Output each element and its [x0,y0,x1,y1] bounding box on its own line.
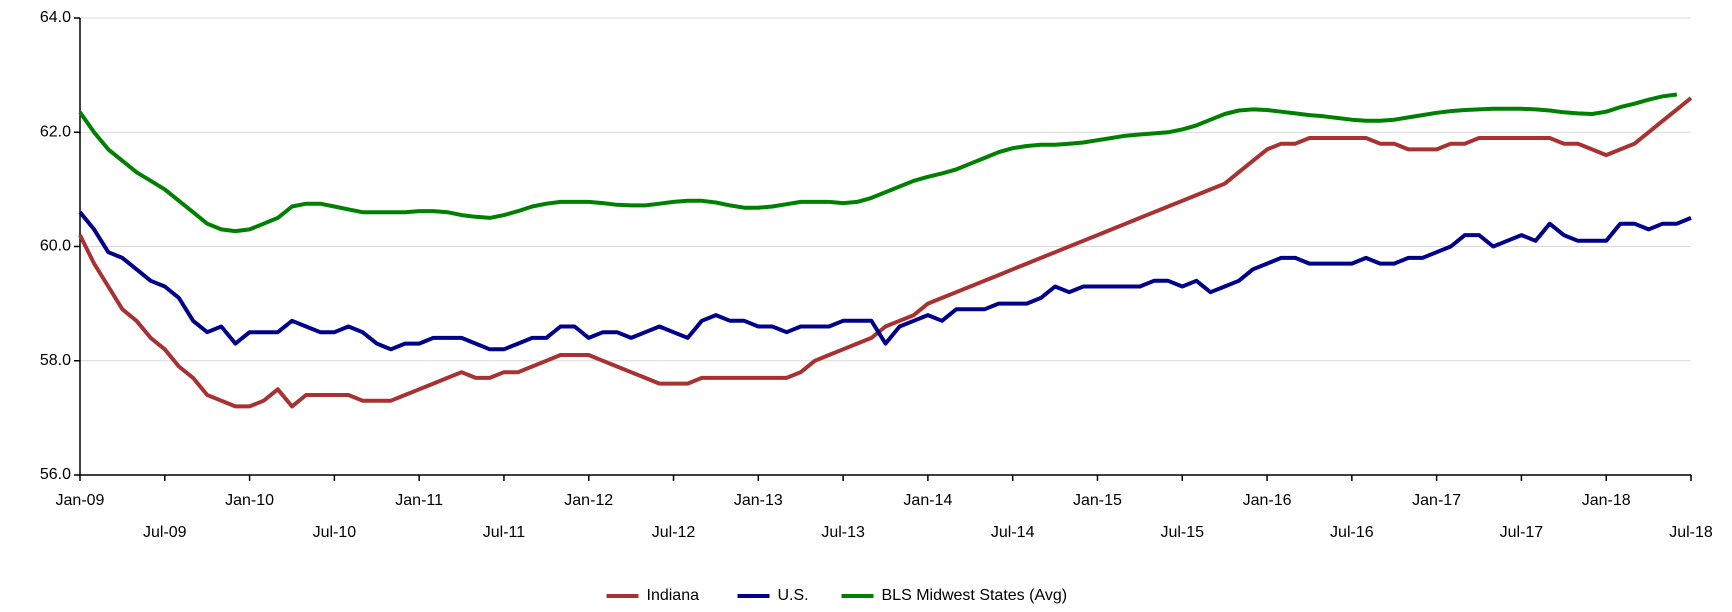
x-tick-label: Jan-13 [734,492,783,509]
series-line [78,92,1678,234]
legend-label: BLS Midwest States (Avg) [882,587,1068,604]
y-tick-label: 58.0 [40,352,71,369]
x-tick-label: Jan-17 [1412,492,1461,509]
legend-label: U.S. [778,587,809,604]
x-tick-label: Jan-11 [395,492,443,509]
x-tick-label: Jul-10 [313,524,357,541]
x-tick-label: Jan-15 [1073,492,1122,509]
series-line [78,210,1692,352]
y-tick-label: 56.0 [40,466,71,483]
y-tick-label: 64.0 [40,9,71,26]
x-tick-label: Jan-18 [1582,492,1631,509]
y-tick-label: 62.0 [40,123,71,140]
x-tick-label: Jul-12 [652,524,696,541]
x-tick-label: Jan-12 [564,492,613,509]
legend-label: Indiana [647,587,700,604]
x-tick-label: Jan-09 [56,492,105,509]
x-tick-label: Jan-10 [225,492,274,509]
series-line [78,96,1693,409]
x-tick-label: Jul-15 [1160,524,1204,541]
x-tick-label: Jan-16 [1243,492,1292,509]
x-tick-label: Jul-13 [821,524,865,541]
y-tick-label: 60.0 [40,238,71,255]
x-tick-label: Jul-17 [1500,524,1544,541]
x-tick-label: Jul-18 [1669,524,1713,541]
x-tick-label: Jul-14 [991,524,1035,541]
x-tick-label: Jul-16 [1330,524,1374,541]
x-tick-label: Jul-11 [483,524,525,541]
x-tick-label: Jan-14 [903,492,952,509]
x-tick-label: Jul-09 [143,524,187,541]
